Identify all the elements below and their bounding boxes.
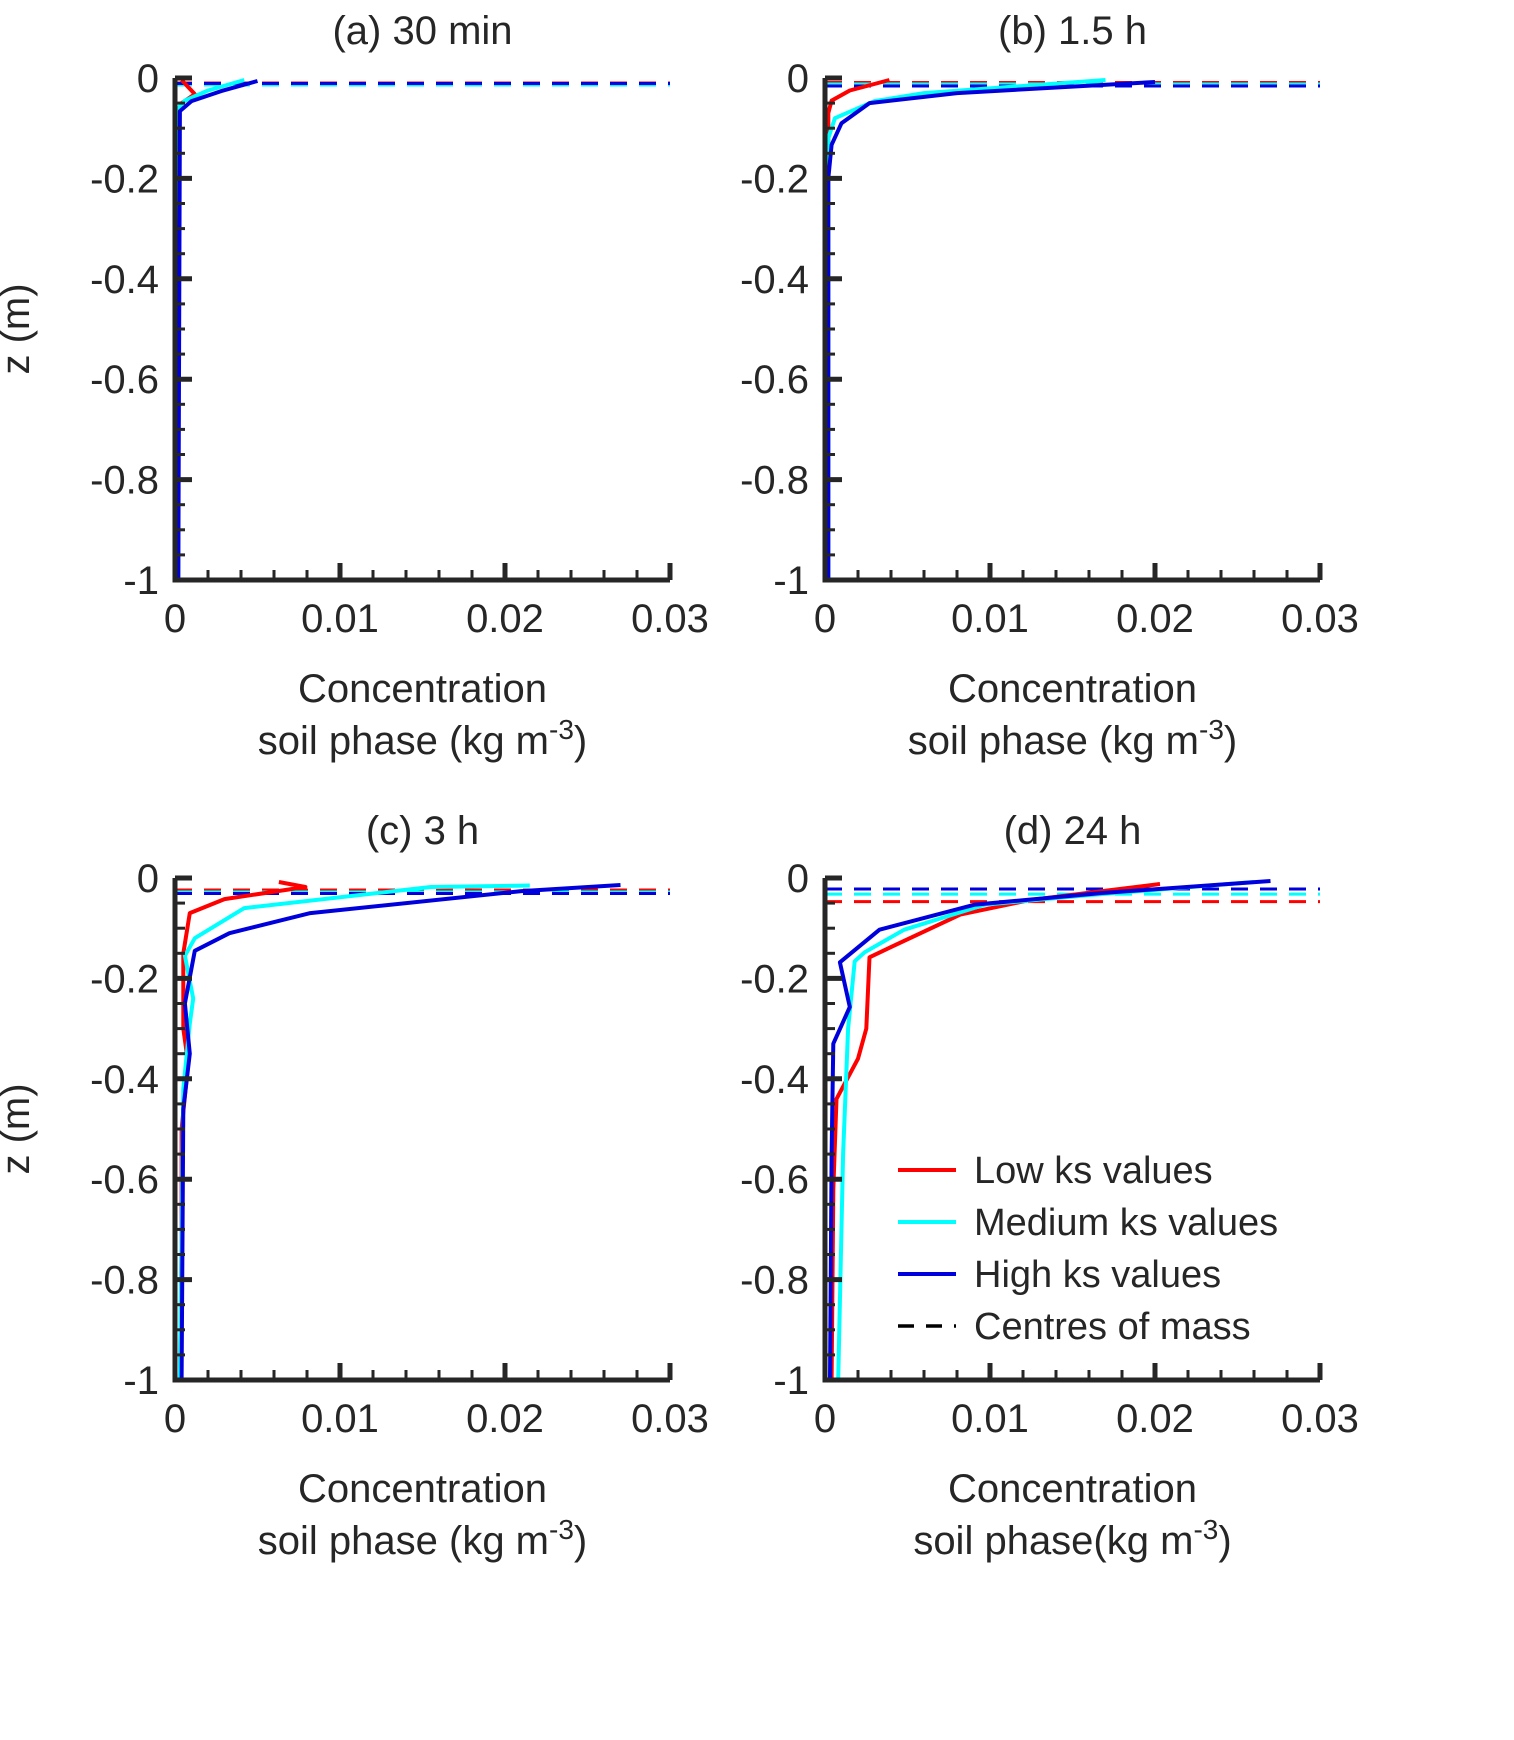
series-low-ks-values bbox=[829, 882, 1161, 1381]
x-tick-label: 0.02 bbox=[1116, 597, 1194, 641]
y-tick-label: -0.8 bbox=[90, 459, 159, 503]
x-tick-label: 0.03 bbox=[631, 597, 709, 641]
panel-c: 0 0.01 0.02 0.03 0 -0.2 -0.4 -0.6 -0.8 -1 (c) 3 h C… bbox=[0, 809, 709, 1563]
series-medium-ks-values bbox=[826, 78, 1106, 580]
series-high-ks-values bbox=[176, 79, 259, 581]
y-axis-label: z (m) bbox=[0, 1083, 38, 1174]
y-tick-label: -0.4 bbox=[740, 258, 809, 302]
x-axis-label-line2: soil phase (kg m-3) bbox=[258, 714, 587, 763]
panel-title: (c) 3 h bbox=[366, 809, 479, 853]
y-tick-label: -0.8 bbox=[740, 1259, 809, 1303]
panel-d: 0 0.01 0.02 0.03 0 -0.2 -0.4 -0.6 -0.8 -1 (d) 24 h… bbox=[740, 809, 1359, 1563]
panel-title: (a) 30 min bbox=[332, 9, 512, 53]
x-tick-label: 0 bbox=[814, 597, 836, 641]
y-tick-label: -0.2 bbox=[740, 957, 809, 1001]
x-tick-label: 0 bbox=[164, 1397, 186, 1441]
y-tick-label: -1 bbox=[123, 1359, 159, 1403]
y-tick-label: -0.4 bbox=[90, 1058, 159, 1102]
series-low-ks-values bbox=[826, 78, 890, 580]
y-tick-label: -0.8 bbox=[740, 459, 809, 503]
series-high-ks-values bbox=[826, 80, 1156, 580]
x-tick-label: 0.02 bbox=[466, 1397, 544, 1441]
legend: Low ks values Medium ks values High ks val… bbox=[898, 1150, 1278, 1348]
x-axis-label-line1: Concentration bbox=[298, 667, 547, 711]
y-tick-label: -0.2 bbox=[740, 157, 809, 201]
y-tick-label: -0.2 bbox=[90, 157, 159, 201]
y-tick-label: -1 bbox=[123, 559, 159, 603]
y-tick-label: 0 bbox=[787, 57, 809, 101]
y-tick-label: -1 bbox=[773, 1359, 809, 1403]
series-low-ks-values bbox=[177, 880, 308, 1381]
legend-item-low-ks-values: Low ks values bbox=[898, 1150, 1213, 1192]
y-tick-label: -0.6 bbox=[740, 1158, 809, 1202]
y-tick-label: -0.8 bbox=[90, 1259, 159, 1303]
x-tick-label: 0.03 bbox=[1281, 597, 1359, 641]
x-tick-label: 0.02 bbox=[1116, 1397, 1194, 1441]
x-axis-label-line1: Concentration bbox=[948, 667, 1197, 711]
x-axis-label-line2: soil phase (kg m-3) bbox=[908, 714, 1237, 763]
legend-item-medium-ks-values: Medium ks values bbox=[898, 1202, 1278, 1244]
x-axis-label-line2: soil phase(kg m-3) bbox=[913, 1514, 1231, 1563]
series-high-ks-values bbox=[828, 879, 1271, 1381]
y-axis-label: z (m) bbox=[0, 283, 38, 374]
legend-label: Low ks values bbox=[974, 1150, 1213, 1192]
x-tick-label: 0 bbox=[814, 1397, 836, 1441]
y-tick-label: -0.6 bbox=[90, 358, 159, 402]
x-tick-label: 0.01 bbox=[301, 597, 379, 641]
series-high-ks-values bbox=[179, 883, 621, 1381]
series-medium-ks-values bbox=[176, 78, 245, 580]
series-medium-ks-values bbox=[177, 883, 530, 1381]
x-tick-label: 0 bbox=[164, 597, 186, 641]
x-tick-label: 0.01 bbox=[951, 1397, 1029, 1441]
y-tick-label: 0 bbox=[137, 57, 159, 101]
y-tick-label: 0 bbox=[787, 857, 809, 901]
legend-item-centres-of-mass: Centres of mass bbox=[898, 1306, 1251, 1348]
panel-title: (b) 1.5 h bbox=[998, 9, 1147, 53]
y-tick-label: -0.4 bbox=[90, 258, 159, 302]
legend-item-high-ks-values: High ks values bbox=[898, 1254, 1221, 1296]
panel-b: 0 0.01 0.02 0.03 0 -0.2 -0.4 -0.6 -0.8 -1 (b) 1.5 … bbox=[740, 9, 1359, 763]
y-tick-label: -0.6 bbox=[740, 358, 809, 402]
y-tick-label: -0.6 bbox=[90, 1158, 159, 1202]
legend-label: Centres of mass bbox=[974, 1306, 1251, 1348]
legend-label: High ks values bbox=[974, 1254, 1221, 1296]
x-tick-label: 0.02 bbox=[466, 597, 544, 641]
x-axis-label-line1: Concentration bbox=[948, 1467, 1197, 1511]
y-tick-label: -0.2 bbox=[90, 957, 159, 1001]
y-tick-label: -0.4 bbox=[740, 1058, 809, 1102]
x-tick-label: 0.01 bbox=[951, 597, 1029, 641]
y-tick-label: -1 bbox=[773, 559, 809, 603]
x-tick-label: 0.03 bbox=[1281, 1397, 1359, 1441]
panel-a: 0 0.01 0.02 0.03 0 -0.2 -0.4 -0.6 -0.8 -1 (a) 30 m… bbox=[0, 9, 709, 763]
panel-title: (d) 24 h bbox=[1004, 809, 1142, 853]
x-axis-label-line2: soil phase (kg m-3) bbox=[258, 1514, 587, 1563]
x-axis-label-line1: Concentration bbox=[298, 1467, 547, 1511]
x-tick-label: 0.01 bbox=[301, 1397, 379, 1441]
y-tick-label: 0 bbox=[137, 857, 159, 901]
x-tick-label: 0.03 bbox=[631, 1397, 709, 1441]
legend-label: Medium ks values bbox=[974, 1202, 1278, 1244]
